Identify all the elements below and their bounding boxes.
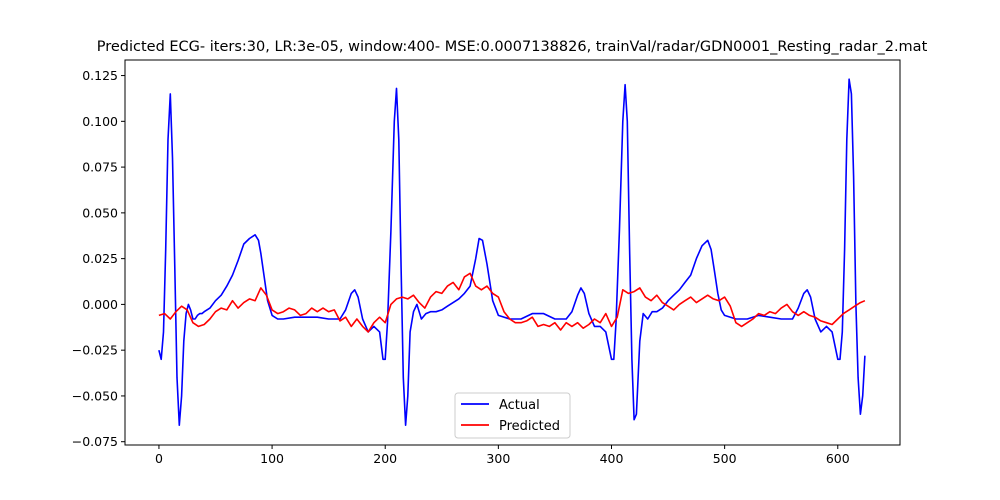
axes-frame (124, 59, 901, 446)
x-tick-label: 300 (486, 451, 510, 466)
legend-label-predicted: Predicted (499, 419, 560, 434)
x-tick-label: 600 (826, 451, 850, 466)
y-tick-label: −0.050 (72, 388, 118, 403)
plot-area (158, 78, 866, 427)
y-tick-label: 0.050 (82, 205, 118, 220)
y-tick-label: 0.075 (82, 160, 118, 175)
y-tick-label: 0.100 (82, 114, 118, 129)
y-tick-label: 0.025 (82, 251, 118, 266)
y-tick-label: 0.000 (82, 297, 118, 312)
axes: 0 100 200 300 400 500 600 −0.075 −0.050 −0.025 0.0… (72, 59, 901, 466)
x-tick-label: 500 (713, 451, 737, 466)
y-tick-label: −0.075 (72, 434, 118, 449)
x-tick-label: 0 (155, 451, 163, 466)
series-line-predicted (158, 272, 866, 333)
x-tick-label: 200 (373, 451, 397, 466)
legend: Actual Predicted (454, 392, 571, 439)
series-line-actual (158, 78, 866, 427)
x-tick-label: 400 (600, 451, 624, 466)
legend-label-actual: Actual (499, 398, 540, 413)
y-tick-label: 0.125 (82, 68, 118, 83)
x-tick-label: 100 (260, 451, 284, 466)
y-tick-label: −0.025 (72, 343, 118, 358)
chart-title: Predicted ECG- iters:30, LR:3e-05, windo… (97, 39, 928, 55)
